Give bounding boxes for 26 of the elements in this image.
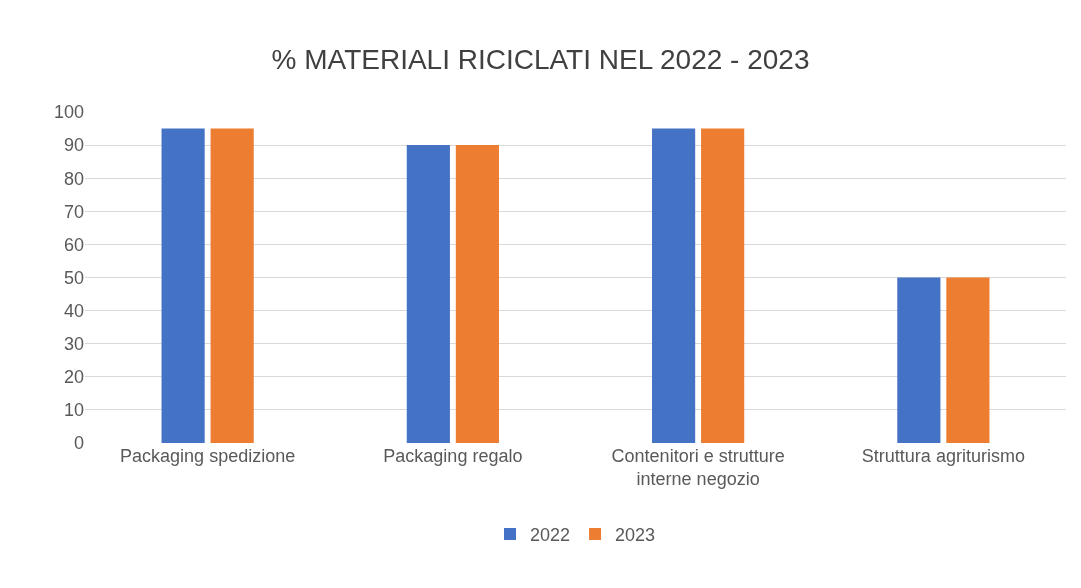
x-tick-label: Packaging regalo xyxy=(383,446,523,466)
y-tick-label: 90 xyxy=(63,135,84,156)
bar xyxy=(701,128,745,443)
bar xyxy=(406,145,450,443)
y-tick-label: 40 xyxy=(63,300,84,321)
legend-label: 2022 xyxy=(530,525,571,546)
x-tick-label: Struttura agriturismo xyxy=(861,446,1025,466)
bar xyxy=(946,277,990,443)
y-tick-label: 30 xyxy=(63,334,84,354)
y-tick-label: 50 xyxy=(63,267,84,288)
y-tick-label: 20 xyxy=(63,367,84,388)
y-tick-label: 60 xyxy=(63,234,84,255)
x-tick-label: Packaging spedizione xyxy=(120,446,296,466)
y-tick-label: 80 xyxy=(63,168,84,189)
y-tick-label: 0 xyxy=(73,433,84,454)
y-tick-label: 100 xyxy=(53,102,84,123)
y-tick-label: 70 xyxy=(63,201,84,222)
chart-title: % MATERIALI RICICLATI NEL 2022 - 2023 xyxy=(271,43,810,75)
bar xyxy=(652,128,696,443)
bar xyxy=(161,128,205,443)
bar xyxy=(455,145,499,443)
bar xyxy=(897,277,941,443)
y-tick-label: 10 xyxy=(63,400,84,421)
bar xyxy=(210,128,254,443)
x-tick-label: Contenitori e strutture interne negozio xyxy=(611,446,785,490)
legend-label: 2023 xyxy=(615,525,656,546)
